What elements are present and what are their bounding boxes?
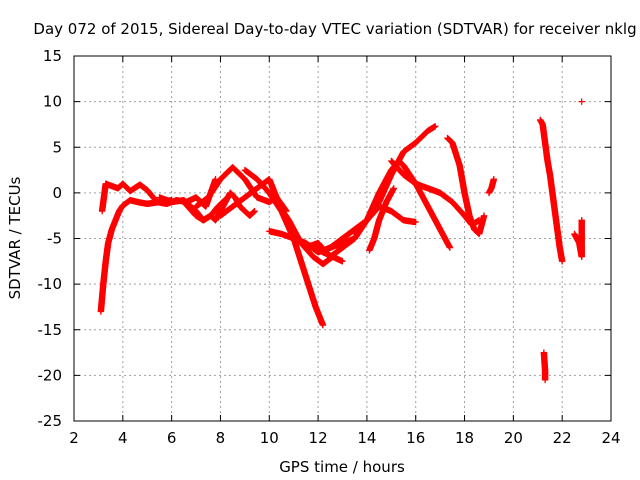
x-tick-label: 10 (260, 429, 279, 447)
x-tick-label: 2 (69, 429, 79, 447)
y-tick-label: 15 (43, 47, 62, 65)
y-tick-label: -15 (38, 321, 63, 339)
series-arc-u (579, 98, 585, 104)
sdtvar-chart: Day 072 of 2015, Sidereal Day-to-day VTE… (0, 0, 640, 480)
data-point (579, 98, 585, 104)
y-tick-label: 10 (43, 93, 62, 111)
x-tick-label: 22 (553, 429, 572, 447)
x-tick-label: 16 (406, 429, 425, 447)
x-tick-label: 4 (118, 429, 128, 447)
y-tick-label: -25 (38, 412, 63, 430)
y-axis-label: SDTVAR / TECUs (6, 176, 24, 299)
y-tick-label: 5 (52, 138, 62, 156)
y-tick-label: -10 (38, 275, 63, 293)
x-tick-label: 20 (504, 429, 523, 447)
x-tick-label: 24 (601, 429, 620, 447)
series-arc-r (537, 117, 565, 265)
y-tick-label: 0 (52, 184, 62, 202)
x-tick-label: 12 (309, 429, 328, 447)
series-arc-p (444, 135, 487, 237)
chart-title: Day 072 of 2015, Sidereal Day-to-day VTE… (33, 20, 636, 38)
x-tick-label: 6 (167, 429, 177, 447)
y-tick-label: -20 (38, 366, 63, 384)
series-arc-s (541, 349, 549, 383)
data-points (98, 98, 585, 383)
x-tick-label: 14 (357, 429, 376, 447)
x-axis-label: GPS time / hours (279, 458, 405, 476)
series-arc-a (98, 197, 175, 315)
series-arc-t (571, 217, 585, 260)
x-tick-label: 18 (455, 429, 474, 447)
x-tick-label: 8 (216, 429, 226, 447)
y-tick-label: -5 (47, 230, 62, 248)
series-arc-b (99, 176, 219, 214)
